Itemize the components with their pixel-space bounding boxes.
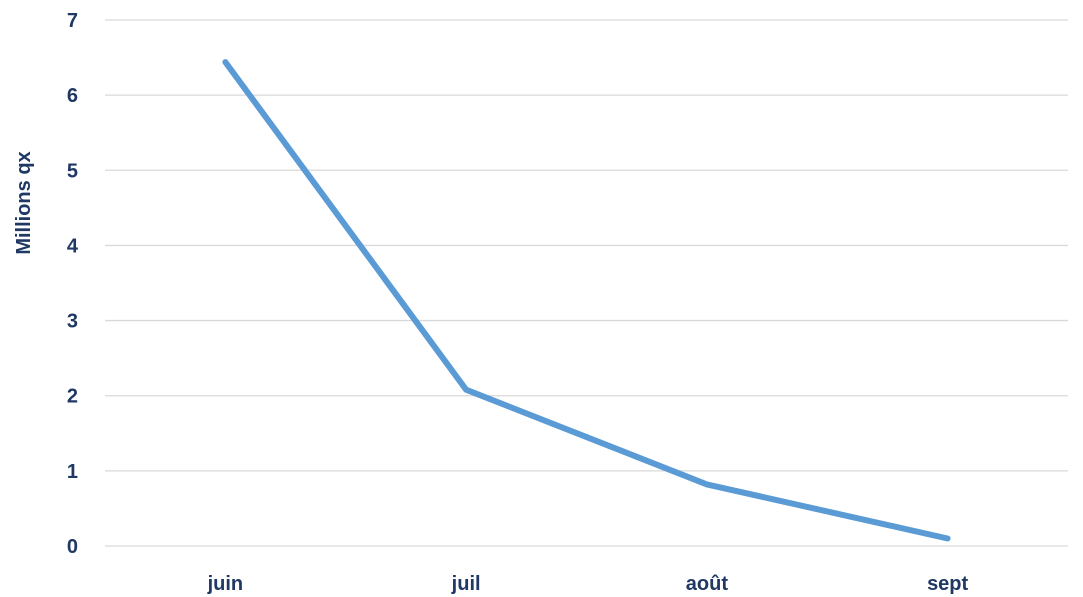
x-tick-label: juil <box>451 573 481 595</box>
x-tick-label: sept <box>927 573 968 595</box>
x-axis-tick-labels: juin juil août sept <box>207 573 969 595</box>
y-tick-label: 6 <box>67 85 78 107</box>
y-tick-label: 5 <box>67 160 78 182</box>
gridlines <box>105 19 1068 547</box>
y-tick-label: 0 <box>67 536 78 558</box>
y-tick-label: 3 <box>67 311 78 333</box>
y-tick-label: 7 <box>67 10 78 32</box>
y-tick-label: 2 <box>67 386 78 408</box>
x-tick-label: août <box>686 573 729 595</box>
x-tick-label: juin <box>207 573 244 595</box>
y-tick-label: 1 <box>67 461 78 483</box>
series-line <box>222 59 951 542</box>
y-tick-label: 4 <box>67 235 79 257</box>
y-axis-tick-labels: 0 1 2 3 4 5 6 7 <box>67 10 79 558</box>
y-axis-title: Millions qx <box>13 151 35 254</box>
